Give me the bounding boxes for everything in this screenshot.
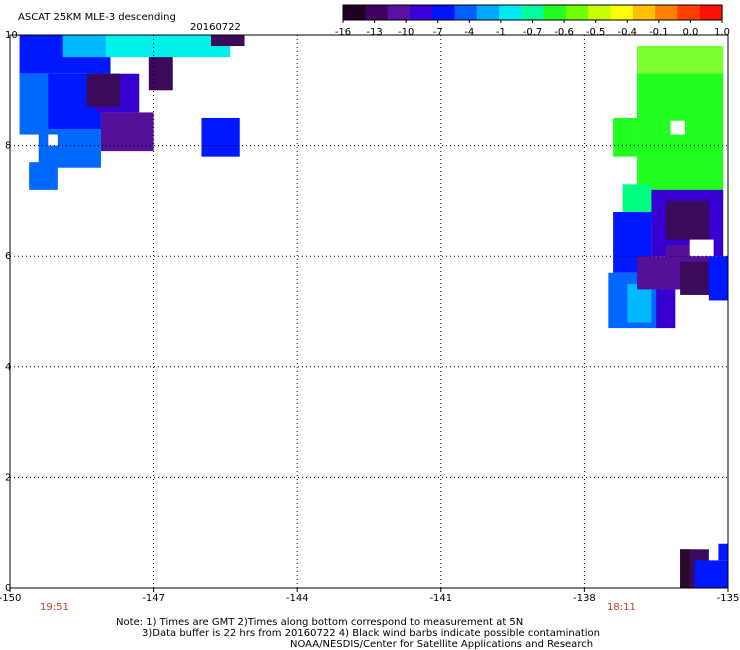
map-title: ASCAT 25KM MLE-3 descending [18, 12, 176, 23]
swath-cell [86, 73, 121, 107]
colorbar-segment [655, 5, 679, 20]
swath-cell [38, 129, 101, 168]
y-tick-label: 4 [5, 362, 11, 373]
colorbar-segment [565, 5, 589, 20]
colorbar-label: 1.0 [714, 27, 730, 38]
data-gap [670, 120, 685, 135]
swath-cell [694, 560, 728, 588]
swath-cell [680, 549, 690, 588]
data-gap [689, 239, 714, 257]
swath-cell [627, 283, 652, 323]
colorbar-segment [409, 5, 433, 20]
colorbar-segment [521, 5, 545, 20]
y-tick-label: 6 [5, 251, 11, 262]
x-tick-label: -144 [286, 593, 309, 604]
pass-time-right: 18:11 [607, 602, 636, 613]
y-tick-label: 0 [5, 583, 11, 594]
swath-cell [637, 46, 724, 74]
swath-cell [656, 289, 676, 329]
swath-cell [19, 73, 54, 135]
plot-frame [9, 34, 729, 589]
plot-area: -150 -147 -144 -141 -138 -135 0 2 4 6 8 10 [0, 30, 739, 604]
colorbar-label: -4 [464, 27, 474, 38]
colorbar-segment [632, 5, 656, 20]
y-tick-label: 2 [5, 472, 11, 483]
colorbar-segment [499, 5, 522, 20]
data-gap [48, 134, 58, 146]
colorbar-segment [343, 5, 366, 20]
colorbar-label: -16 [335, 27, 351, 38]
x-tick-label: -135 [717, 593, 740, 604]
colorbar-label: -13 [366, 27, 382, 38]
colorbar-label: -10 [398, 27, 414, 38]
swath-cell [211, 35, 245, 47]
grid-lines [10, 35, 728, 588]
colorbar-segment [476, 5, 500, 20]
swath-cell [680, 261, 714, 295]
swath-cell [201, 117, 240, 157]
colorbar-segment [699, 5, 723, 20]
swath-cell [148, 51, 173, 91]
swath-cell [637, 256, 681, 290]
x-tick-label: -141 [429, 593, 452, 604]
swath-layer [19, 35, 728, 588]
colorbar-label: -1 [496, 27, 506, 38]
swath-cell [718, 543, 728, 561]
colorbar-segment [454, 5, 478, 20]
note-line-2: 3)Data buffer is 22 hrs from 20160722 4)… [142, 628, 600, 639]
swath-cell [613, 117, 638, 157]
colorbar-label: -0.4 [617, 27, 637, 38]
colorbar-segment [543, 5, 567, 20]
x-tick-label: -150 [0, 593, 21, 604]
colorbar-segment [588, 5, 612, 20]
swath-cell [100, 112, 154, 152]
axis-ticks: -150 -147 -144 -141 -138 -135 0 2 4 6 8 10 [0, 30, 739, 604]
colorbar-label: -0.7 [523, 27, 543, 38]
note-line-1: Note: 1) Times are GMT 2)Times along bot… [116, 617, 523, 628]
colorbar-label: -0.6 [554, 27, 574, 38]
colorbar-segment [387, 5, 411, 20]
colorbar-label: 0.0 [682, 27, 698, 38]
swath-cell [105, 35, 231, 58]
colorbar-label: -0.1 [649, 27, 669, 38]
colorbar-segment [677, 5, 701, 20]
x-tick-label: -147 [142, 593, 165, 604]
colorbar-segment [432, 5, 456, 20]
y-tick-label: 8 [5, 141, 11, 152]
swath-cell [708, 256, 728, 301]
x-tick-label: -138 [573, 593, 596, 604]
swath-cell [665, 200, 709, 240]
colorbar-label: -0.5 [586, 27, 606, 38]
map-date: 20160722 [190, 22, 241, 33]
note-line-3: NOAA/NESDIS/Center for Satellite Applica… [290, 639, 593, 650]
colorbar-segment [610, 5, 634, 20]
y-tick-label: 10 [5, 30, 18, 41]
pass-time-left: 19:51 [40, 602, 69, 613]
swath-cell [62, 35, 111, 58]
swath-cell [29, 162, 58, 190]
colorbar: -16 -13 -10 -7 -4 -1 -0.7 -0.6 -0.5 -0.4 -0.1 0.0 1.… [335, 4, 730, 38]
colorbar-label: -7 [433, 27, 443, 38]
colorbar-segment [365, 5, 389, 20]
